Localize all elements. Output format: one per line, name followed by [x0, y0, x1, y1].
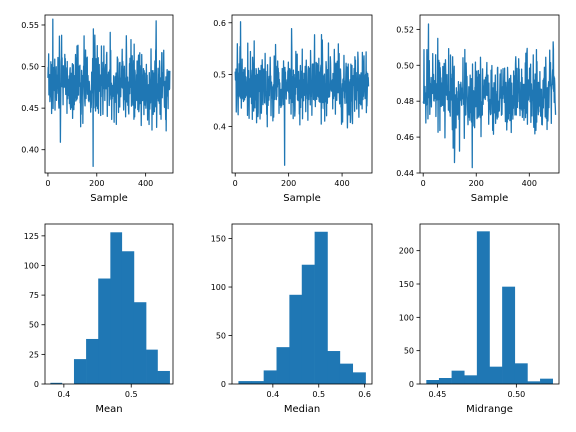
median-histogram-ytick-label: 0	[221, 380, 226, 389]
median-histogram-ytick-label: 100	[211, 283, 226, 292]
median-histogram-xtick-label: 0.5	[312, 390, 325, 399]
midrange-histogram-ytick-label: 100	[399, 313, 414, 322]
median-histogram-xlabel: Median	[284, 404, 320, 415]
midrange-trace-ytick-label: 0.48	[396, 97, 414, 106]
midrange-histogram-bar-5	[489, 366, 503, 384]
midrange-trace-xtick-label: 200	[469, 179, 484, 188]
median-histogram-bar-7	[327, 351, 341, 384]
mean-histogram-ytick-label: 100	[24, 261, 39, 270]
midrange-trace-panel: 0 200 400 0.44 0.46 0.48 0.50 0.52 Sample	[396, 14, 560, 204]
median-trace-xlabel: Sample	[283, 193, 321, 204]
median-trace-xtick-label: 200	[281, 179, 296, 188]
median-trace-line	[234, 21, 370, 166]
median-trace-ytick-label: 0.6	[213, 19, 226, 28]
mean-trace-xtick-label: 200	[89, 179, 104, 188]
median-histogram-bar-9	[352, 372, 366, 384]
median-trace-ytick-label: 0.4	[213, 122, 226, 131]
midrange-histogram-ytick-label: 0	[409, 380, 414, 389]
median-histogram-bar-1	[251, 381, 264, 384]
median-trace-frame	[231, 14, 373, 174]
midrange-histogram-bar-8	[527, 381, 541, 384]
midrange-trace-ytick-label: 0.50	[396, 61, 414, 70]
midrange-trace-ytick-label: 0.44	[396, 169, 414, 178]
midrange-trace-ytick-label: 0.46	[396, 133, 414, 142]
midrange-trace-frame	[419, 14, 560, 174]
mean-histogram-bar-2	[73, 359, 87, 384]
mean-histogram-ytick-label: 125	[24, 232, 39, 241]
mean-trace-frame	[44, 14, 174, 174]
mean-trace-panel: 0 200 400 0.40 0.45 0.50 0.55 Sample	[21, 14, 174, 204]
mean-histogram-ytick-label: 0	[34, 380, 39, 389]
mean-histogram-bars	[50, 232, 170, 384]
midrange-histogram-ytick-label: 50	[404, 347, 414, 356]
mean-histogram-bar-4	[98, 278, 111, 384]
mean-trace-ytick-label: 0.45	[21, 104, 39, 113]
median-histogram-ytick-label: 50	[216, 332, 226, 341]
midrange-histogram-bar-3	[464, 375, 478, 384]
median-histogram-bar-4	[289, 294, 303, 384]
median-histogram-bar-8	[339, 363, 354, 384]
mean-trace-xtick-label: 0	[45, 179, 50, 188]
midrange-trace-ytick-label: 0.52	[396, 25, 414, 34]
midrange-trace-xtick-label: 400	[522, 179, 537, 188]
median-trace-ytick-label: 0.5	[213, 71, 226, 80]
median-histogram-bar-3	[276, 347, 290, 384]
median-histogram-bar-0	[238, 381, 252, 384]
mean-trace-ytick-label: 0.50	[21, 63, 39, 72]
midrange-histogram-bar-9	[540, 378, 553, 384]
mean-histogram-bar-9	[157, 370, 170, 384]
midrange-trace-line	[422, 23, 557, 169]
mean-histogram-ytick-label: 50	[29, 321, 39, 330]
midrange-histogram-xtick-label: 0.50	[507, 390, 525, 399]
median-histogram-frame	[231, 223, 373, 385]
mean-histogram-bar-6	[121, 251, 135, 384]
midrange-histogram-bar-7	[514, 363, 528, 384]
mean-histogram-ytick-label: 75	[29, 291, 39, 300]
midrange-histogram-panel: 0.45 0.50 0 50 100 150 200 Midrange	[399, 223, 560, 415]
midrange-trace-xlabel: Sample	[471, 193, 509, 204]
median-histogram-bar-6	[314, 231, 328, 384]
median-histogram-panel: 0.4 0.5 0.6 0 50 100 150 Median	[211, 223, 373, 415]
median-trace-panel: 0 200 400 0.4 0.5 0.6 Sample	[213, 14, 373, 204]
mean-histogram-ytick-label: 25	[29, 350, 39, 359]
midrange-histogram-bars	[426, 231, 553, 384]
mean-histogram-bar-7	[133, 302, 147, 384]
midrange-histogram-ytick-label: 150	[399, 280, 414, 289]
median-histogram-xtick-label: 0.6	[358, 390, 371, 399]
median-trace-xtick-label: 400	[334, 179, 349, 188]
mean-histogram-xlabel: Mean	[95, 404, 122, 415]
midrange-histogram-bar-0	[426, 380, 440, 384]
median-histogram-bars	[238, 231, 366, 384]
midrange-histogram-xlabel: Midrange	[466, 404, 513, 415]
median-histogram-bar-2	[263, 370, 277, 384]
mean-trace-ytick-label: 0.55	[21, 21, 39, 30]
mean-histogram-xtick-label: 0.4	[57, 390, 70, 399]
mean-trace-xtick-label: 400	[138, 179, 153, 188]
midrange-histogram-bar-6	[502, 286, 516, 384]
mean-histogram-bar-8	[146, 349, 158, 384]
mean-histogram-panel: 0.4 0.5 0 25 50 75 100 125 Mean	[24, 223, 174, 415]
mean-histogram-bar-5	[110, 232, 123, 384]
median-histogram-bar-5	[301, 264, 315, 384]
mean-trace-line	[47, 18, 171, 167]
median-trace-xtick-label: 0	[233, 179, 238, 188]
median-histogram-ytick-label: 150	[211, 235, 226, 244]
mean-histogram-frame	[44, 223, 174, 385]
midrange-histogram-xtick-label: 0.45	[428, 390, 446, 399]
mean-histogram-bar-0	[50, 382, 63, 384]
mean-trace-xlabel: Sample	[90, 193, 128, 204]
mean-histogram-bar-3	[86, 338, 99, 384]
midrange-histogram-bar-1	[438, 378, 452, 384]
median-histogram-xtick-label: 0.4	[266, 390, 279, 399]
mean-trace-ytick-label: 0.40	[21, 146, 39, 155]
midrange-histogram-bar-2	[451, 370, 465, 384]
mean-histogram-xtick-label: 0.5	[125, 390, 138, 399]
midrange-histogram-bar-4	[476, 231, 490, 384]
midrange-histogram-ytick-label: 200	[399, 247, 414, 256]
midrange-histogram-frame	[419, 223, 560, 385]
midrange-trace-xtick-label: 0	[421, 179, 426, 188]
